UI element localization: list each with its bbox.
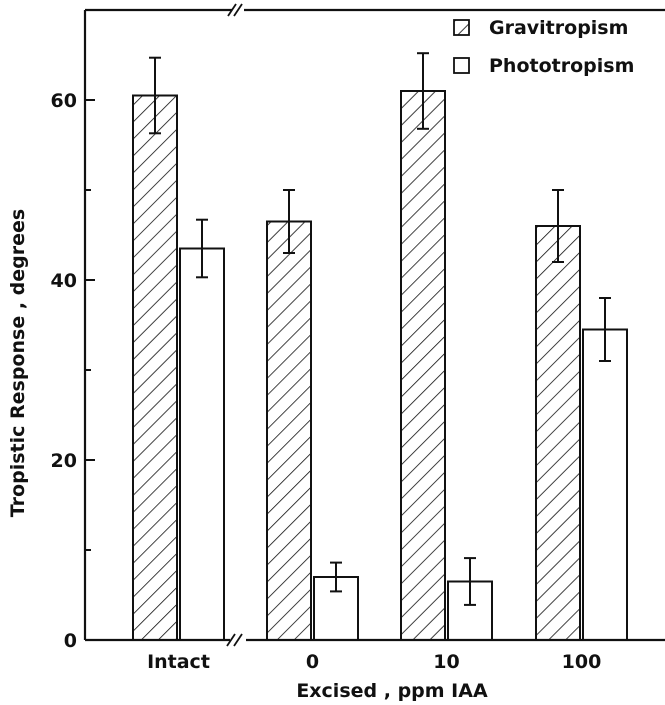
- legend-swatch-phototropism: [453, 57, 470, 74]
- bar-gravitropism-100: [535, 225, 581, 641]
- x-category-labels: Intact 0 10 100: [147, 651, 601, 673]
- error-bar-gravitropism-10: [417, 52, 429, 130]
- y-tick-label: 60: [51, 90, 77, 112]
- error-bar-gravitropism-0: [283, 189, 295, 254]
- y-axis-title: Tropistic Response , degrees: [7, 209, 29, 517]
- error-bar-phototropism-Intact: [196, 218, 208, 279]
- axis-break-bottom: [226, 633, 243, 647]
- legend: Gravitropism Phototropism: [453, 17, 634, 77]
- y-tick-label: 20: [51, 450, 77, 472]
- y-ticks-layer: 0 20 40 60: [51, 90, 95, 652]
- error-bar-phototropism-0: [330, 561, 342, 593]
- axis-break-top: [227, 3, 243, 17]
- y-tick-label: 0: [64, 630, 77, 652]
- bar-gravitropism-Intact: [132, 94, 178, 641]
- legend-label-gravitropism: Gravitropism: [489, 17, 628, 39]
- x-category-label: 100: [562, 651, 602, 673]
- x-category-label: 10: [433, 651, 459, 673]
- y-tick-label: 40: [51, 270, 77, 292]
- x-axis-title: Excised , ppm IAA: [296, 680, 488, 702]
- bar-gravitropism-10: [400, 90, 446, 641]
- bars-layer: [132, 90, 628, 641]
- bar-phototropism-Intact: [179, 247, 225, 641]
- x-category-label: Intact: [147, 651, 210, 673]
- legend-label-phototropism: Phototropism: [489, 55, 634, 77]
- error-bars-layer: [149, 52, 611, 606]
- error-bar-gravitropism-Intact: [149, 56, 161, 135]
- error-bar-phototropism-100: [599, 297, 611, 362]
- x-category-label: 0: [306, 651, 319, 673]
- bar-gravitropism-0: [266, 220, 312, 641]
- error-bar-gravitropism-100: [552, 189, 564, 263]
- bar-phototropism-100: [582, 328, 628, 641]
- legend-swatch-gravitropism: [453, 19, 470, 36]
- error-bar-phototropism-10: [464, 557, 476, 606]
